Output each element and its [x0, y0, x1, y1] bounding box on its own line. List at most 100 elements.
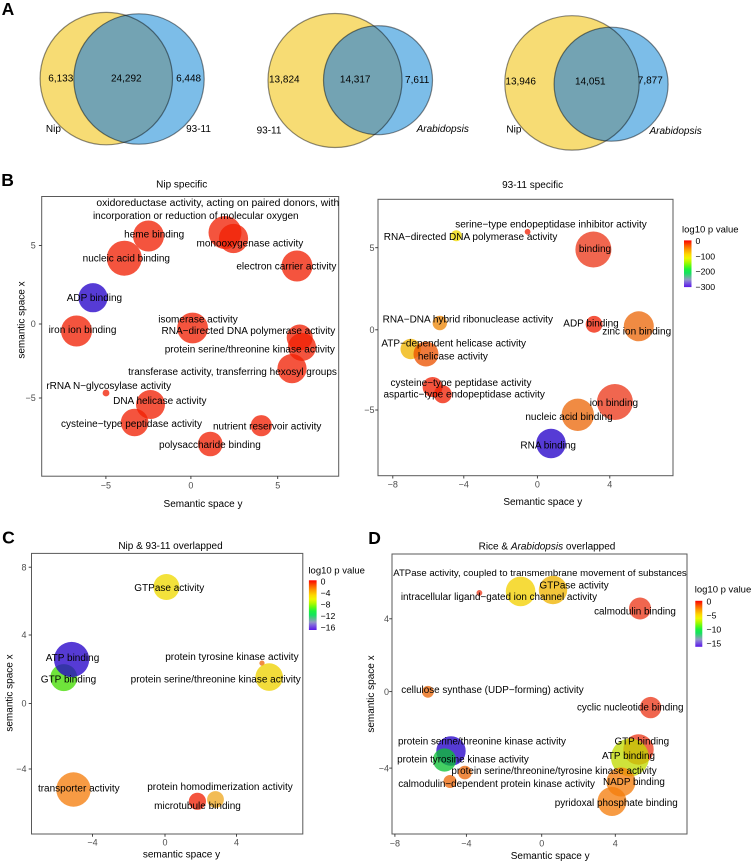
svg-text:−4: −4 [321, 588, 331, 598]
svg-text:heme binding: heme binding [124, 230, 184, 241]
svg-text:GTPase activity: GTPase activity [134, 583, 204, 594]
svg-text:nucleic acid binding: nucleic acid binding [525, 412, 612, 423]
svg-text:protein homodimerization activ: protein homodimerization activity [147, 782, 293, 793]
svg-text:Arabidopsis: Arabidopsis [648, 126, 701, 137]
svg-text:rRNA N−glycosylase activity: rRNA N−glycosylase activity [46, 381, 171, 392]
svg-text:protein serine/threonine kinas: protein serine/threonine kinase activity [165, 345, 335, 356]
svg-text:−200: −200 [696, 267, 716, 277]
svg-text:0: 0 [188, 480, 193, 490]
svg-text:6,133: 6,133 [48, 74, 73, 85]
svg-text:−4: −4 [87, 838, 97, 848]
svg-text:helicase activity: helicase activity [418, 352, 488, 363]
svg-text:ATP binding: ATP binding [46, 653, 100, 664]
svg-text:protein serine/threonine/tyros: protein serine/threonine/tyrosine kinase… [451, 766, 656, 777]
svg-text:microtubule binding: microtubule binding [154, 801, 241, 812]
svg-text:B: B [1, 170, 14, 190]
svg-text:Semantic space y: Semantic space y [164, 499, 243, 510]
svg-text:4: 4 [607, 480, 612, 490]
svg-text:0: 0 [384, 687, 389, 697]
svg-text:0: 0 [162, 838, 167, 848]
svg-text:cellulose synthase (UDP−formin: cellulose synthase (UDP−forming) activit… [401, 685, 584, 696]
svg-text:RNA−directed DNA polymerase ac: RNA−directed DNA polymerase activity [162, 326, 336, 337]
svg-text:nutrient reservoir activity: nutrient reservoir activity [213, 422, 321, 433]
svg-text:intracellular ligand−gated ion: intracellular ligand−gated ion channel a… [401, 592, 597, 603]
svg-text:ATP−dependent helicase activit: ATP−dependent helicase activity [381, 338, 526, 349]
svg-text:Semantic space y: Semantic space y [511, 851, 590, 862]
svg-text:8: 8 [21, 562, 26, 572]
svg-text:calmodulin−dependent protein k: calmodulin−dependent protein kinase acti… [398, 779, 595, 790]
svg-text:0: 0 [321, 577, 326, 587]
svg-text:GTP binding: GTP binding [614, 736, 669, 747]
svg-text:D: D [368, 528, 381, 548]
svg-text:semantic space x: semantic space x [5, 654, 16, 731]
svg-text:calmodulin binding: calmodulin binding [594, 607, 676, 618]
svg-text:14,051: 14,051 [575, 77, 606, 88]
svg-text:isomerase activity: isomerase activity [158, 315, 237, 326]
svg-text:NADP binding: NADP binding [603, 777, 665, 788]
svg-text:cysteine−type peptidase activi: cysteine−type peptidase activity [61, 419, 202, 430]
svg-text:binding: binding [579, 244, 611, 255]
svg-text:GTPase activity: GTPase activity [540, 580, 609, 591]
svg-text:log10 p value: log10 p value [308, 566, 365, 577]
svg-text:Arabidopsis: Arabidopsis [416, 124, 469, 135]
svg-text:13,824: 13,824 [269, 74, 300, 85]
svg-text:A: A [2, 0, 15, 19]
svg-text:4: 4 [21, 630, 26, 640]
svg-text:ATP binding: ATP binding [602, 751, 655, 762]
svg-text:cyclic nucleotide binding: cyclic nucleotide binding [577, 702, 684, 713]
svg-text:ion binding: ion binding [590, 398, 638, 409]
svg-text:−5: −5 [26, 393, 36, 403]
svg-text:−5: −5 [364, 405, 374, 415]
svg-text:−8: −8 [321, 600, 331, 610]
svg-text:0: 0 [369, 325, 374, 335]
svg-text:−4: −4 [16, 764, 26, 774]
svg-text:−4: −4 [461, 839, 471, 849]
svg-text:C: C [2, 528, 15, 548]
svg-text:ADP binding: ADP binding [563, 319, 618, 330]
svg-text:Rice & Arabidopsis overlapped: Rice & Arabidopsis overlapped [479, 542, 616, 553]
svg-text:pyridoxal phosphate binding: pyridoxal phosphate binding [555, 798, 678, 809]
svg-text:93-11: 93-11 [186, 124, 211, 135]
svg-text:−8: −8 [388, 480, 398, 490]
svg-text:−15: −15 [707, 639, 722, 649]
svg-text:Nip specific: Nip specific [156, 180, 207, 191]
svg-text:iron ion binding: iron ion binding [49, 325, 117, 336]
svg-text:−4: −4 [459, 480, 469, 490]
svg-text:serine−type endopeptidase inhi: serine−type endopeptidase inhibitor acti… [455, 220, 647, 231]
svg-text:4: 4 [384, 614, 389, 624]
svg-text:RNA−DNA hybrid ribonuclease ac: RNA−DNA hybrid ribonuclease activity [383, 315, 553, 326]
svg-text:14,317: 14,317 [340, 74, 371, 85]
svg-text:0: 0 [707, 597, 712, 607]
svg-text:monooxygenase activity: monooxygenase activity [197, 239, 304, 250]
svg-text:24,292: 24,292 [111, 73, 142, 84]
svg-text:semantic space x: semantic space x [17, 281, 28, 358]
svg-text:−300: −300 [696, 282, 716, 292]
svg-text:−10: −10 [707, 625, 722, 635]
svg-text:7,877: 7,877 [638, 76, 663, 87]
svg-text:−12: −12 [321, 611, 336, 621]
svg-text:transferase activity, transfer: transferase activity, transferring hexos… [128, 367, 337, 378]
svg-text:semantic space x: semantic space x [366, 655, 377, 732]
svg-text:Nip & 93-11 overlapped: Nip & 93-11 overlapped [118, 541, 222, 552]
svg-text:GTP binding: GTP binding [41, 675, 96, 686]
svg-text:−5: −5 [101, 480, 111, 490]
svg-text:log10 p value: log10 p value [695, 585, 752, 596]
svg-text:−4: −4 [379, 763, 389, 773]
svg-text:transporter activity: transporter activity [38, 784, 120, 795]
svg-text:nucleic acid binding: nucleic acid binding [83, 253, 170, 264]
svg-text:protein tyrosine kinase activi: protein tyrosine kinase activity [397, 754, 529, 765]
svg-text:ADP binding: ADP binding [67, 293, 122, 304]
svg-text:0: 0 [539, 839, 544, 849]
svg-text:5: 5 [369, 243, 374, 253]
svg-text:7,611: 7,611 [405, 75, 430, 86]
svg-text:protein serine/threonine kinas: protein serine/threonine kinase activity [398, 736, 566, 747]
svg-text:4: 4 [613, 839, 618, 849]
svg-text:polysaccharide binding: polysaccharide binding [159, 440, 261, 451]
svg-text:5: 5 [275, 480, 280, 490]
svg-text:5: 5 [31, 241, 36, 251]
svg-text:0: 0 [21, 699, 26, 709]
svg-text:13,946: 13,946 [505, 77, 536, 88]
svg-text:aspartic−type endopeptidase ac: aspartic−type endopeptidase activity [383, 390, 545, 401]
svg-text:electron carrier activity: electron carrier activity [236, 261, 336, 272]
svg-text:0: 0 [31, 319, 36, 329]
